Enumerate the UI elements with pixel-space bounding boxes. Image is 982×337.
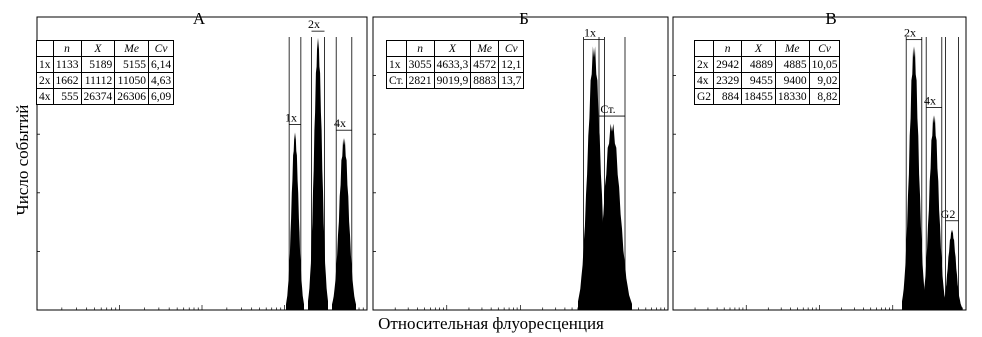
table-cell: 11050	[114, 72, 149, 89]
table-header: n	[713, 40, 743, 57]
table-cell: 6,09	[147, 88, 175, 105]
table-cell: 1x	[36, 56, 54, 73]
panel-v-title: В	[825, 9, 837, 28]
table-header: Me	[774, 40, 810, 57]
peak-label-2x: 2x	[308, 17, 320, 31]
table-header: Me	[470, 40, 500, 57]
peak-label-2x: 2x	[904, 26, 916, 40]
stats-table-b: n X Me Cv 1x 3055 4633,3 4572 12,1 Ст. 2821 9019,9 8…	[386, 40, 525, 89]
table-cell: 4x	[36, 88, 54, 105]
peak-label-4x: 4x	[924, 94, 936, 108]
table-cell: 4x	[693, 72, 715, 89]
table-cell: 5189	[80, 56, 116, 73]
stats-table-a: n X Me Cv 1x 1133 5189 5155 6,14 2x 1662 11112 11050…	[36, 40, 175, 105]
table-row: 4x 2329 9455 9400 9,02	[693, 72, 841, 89]
peak-2x	[902, 46, 926, 311]
table-cell: 8,82	[808, 88, 841, 105]
table-cell: 1662	[52, 72, 82, 89]
table-cell: 4889	[741, 56, 776, 73]
table-cell: 6,14	[147, 56, 175, 73]
table-header	[386, 40, 407, 57]
table-cell: 884	[713, 88, 743, 105]
peak-2x	[308, 37, 328, 311]
table-cell: 8883	[470, 72, 500, 89]
peak-label-1x: 1x	[285, 111, 297, 125]
peak-G2	[942, 229, 962, 310]
table-cell: 9400	[774, 72, 810, 89]
table-row: 4x 555 26374 26306 6,09	[36, 88, 175, 105]
table-header: Cv	[147, 40, 175, 57]
peak-label-Ст.: Ст.	[600, 102, 615, 116]
table-cell: 11112	[80, 72, 116, 89]
table-cell: 10,05	[808, 56, 841, 73]
table-cell: 18330	[774, 88, 810, 105]
table-header: X	[741, 40, 776, 57]
table-cell: 555	[52, 88, 82, 105]
x-axis-label: Относительная флуоресценция	[378, 314, 604, 333]
table-cell: 1x	[386, 56, 407, 73]
peak-label-G2: G2	[941, 207, 956, 221]
panel-b-title: Б	[519, 9, 529, 28]
table-row: 2x 1662 11112 11050 4,63	[36, 72, 175, 89]
table-cell: 5155	[114, 56, 149, 73]
table-header: X	[433, 40, 472, 57]
table-cell: Ст.	[386, 72, 407, 89]
table-cell: G2	[693, 88, 715, 105]
table-cell: 2942	[713, 56, 743, 73]
peak-label-4x: 4x	[334, 116, 346, 130]
table-cell: 1133	[52, 56, 82, 73]
peak-Ст.	[592, 123, 632, 310]
table-cell: 4885	[774, 56, 810, 73]
table-cell: 9019,9	[433, 72, 472, 89]
table-cell: 2x	[36, 72, 54, 89]
peak-label-1x: 1x	[584, 26, 596, 40]
table-row: G2 884 18455 18330 8,82	[693, 88, 841, 105]
table-header	[693, 40, 715, 57]
table-cell: 3055	[405, 56, 435, 73]
table-cell: 9,02	[808, 72, 841, 89]
table-row: 1x 1133 5189 5155 6,14	[36, 56, 175, 73]
table-header: Me	[114, 40, 149, 57]
table-row: 2x 2942 4889 4885 10,05	[693, 56, 841, 73]
table-header	[36, 40, 54, 57]
table-cell: 26306	[114, 88, 149, 105]
table-header: n	[52, 40, 82, 57]
table-header: X	[80, 40, 116, 57]
table-cell: 18455	[741, 88, 776, 105]
table-cell: 12,1	[498, 56, 525, 73]
stats-table-v: n X Me Cv 2x 2942 4889 4885 10,05 4x 2329 9455 9400 9…	[693, 40, 841, 105]
table-header: Cv	[808, 40, 841, 57]
table-row: Ст. 2821 9019,9 8883 13,7	[386, 72, 525, 89]
table-cell: 26374	[80, 88, 116, 105]
table-header: Cv	[498, 40, 525, 57]
table-header: n	[405, 40, 435, 57]
table-cell: 2329	[713, 72, 743, 89]
peak-4x	[332, 138, 356, 310]
table-cell: 9455	[741, 72, 776, 89]
table-cell: 2x	[693, 56, 715, 73]
table-cell: 4,63	[147, 72, 175, 89]
panel-a-title: А	[192, 9, 206, 28]
peak-4x	[922, 115, 946, 310]
table-cell: 13,7	[498, 72, 525, 89]
table-row: 1x 3055 4633,3 4572 12,1	[386, 56, 525, 73]
table-cell: 4572	[470, 56, 500, 73]
table-cell: 4633,3	[433, 56, 472, 73]
peak-1x	[286, 132, 304, 310]
table-cell: 2821	[405, 72, 435, 89]
